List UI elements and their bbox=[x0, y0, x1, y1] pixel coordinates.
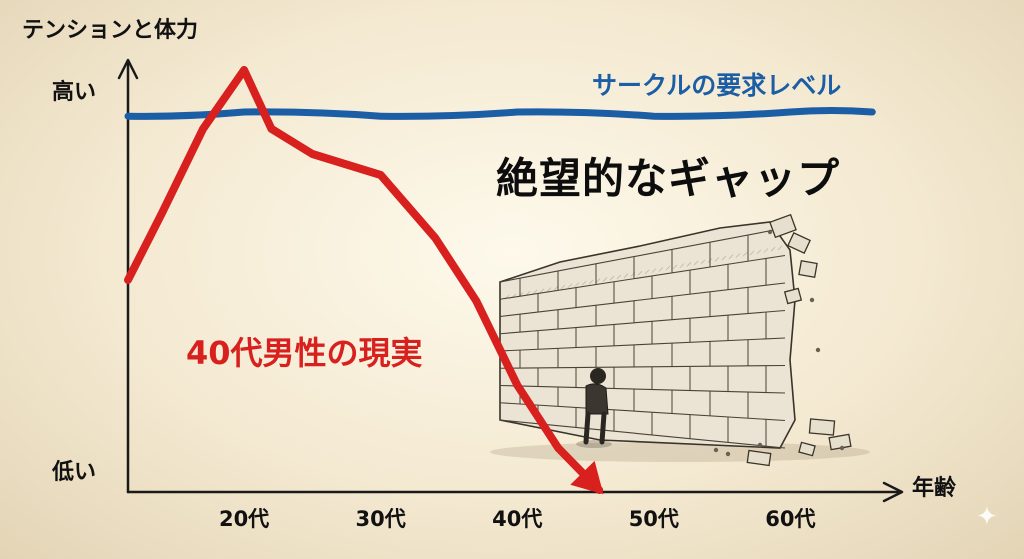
wall-hatch bbox=[651, 268, 657, 273]
wall-hatch bbox=[637, 270, 643, 276]
series-layer bbox=[124, 66, 876, 495]
wall-hatch bbox=[602, 277, 608, 282]
series-label-requirement: サークルの要求レベル bbox=[592, 71, 842, 100]
falling-brick bbox=[783, 287, 803, 305]
man-legs bbox=[583, 411, 607, 445]
series-line-requirement bbox=[124, 107, 876, 120]
sparkle-icon: ✦ bbox=[976, 502, 998, 532]
falling-brick bbox=[798, 441, 816, 457]
wall-hatch bbox=[560, 284, 566, 290]
x-axis-title: 年齢 bbox=[912, 476, 957, 501]
wall-hatch bbox=[644, 269, 650, 275]
y-tick-high: 高い bbox=[52, 80, 97, 105]
wall-mortar-line bbox=[499, 254, 786, 300]
wall-hatch bbox=[553, 285, 559, 291]
wall-hatch bbox=[672, 264, 678, 270]
wall-hatch bbox=[707, 258, 713, 263]
series-label-reality: 40代男性の現実 bbox=[186, 334, 423, 372]
debris-dot bbox=[757, 442, 763, 448]
debris-dot bbox=[713, 447, 719, 453]
wall-mortar-line bbox=[499, 384, 786, 394]
wall-hatch bbox=[742, 251, 748, 257]
wall-hatch bbox=[567, 283, 573, 289]
wall-hatch bbox=[616, 274, 622, 280]
gap-annotation: 絶望的なギャップ bbox=[496, 154, 841, 203]
wall-mortar-line bbox=[499, 227, 786, 283]
man-head bbox=[590, 368, 606, 384]
series-arrowhead-reality bbox=[570, 460, 604, 495]
wall-hatch bbox=[714, 257, 720, 262]
debris-dot bbox=[815, 347, 821, 353]
wall-hatch bbox=[665, 265, 671, 271]
wall-hatch bbox=[630, 272, 636, 277]
wall-hatch bbox=[518, 292, 524, 297]
wall-hatch bbox=[511, 293, 517, 299]
man-shadow bbox=[576, 440, 612, 448]
x-tick-label: 40代 bbox=[492, 507, 543, 531]
wall-hatch bbox=[658, 267, 664, 272]
wall-hatch bbox=[539, 288, 545, 294]
wall-hatch bbox=[504, 294, 510, 300]
wall-mortar-line bbox=[499, 337, 786, 352]
falling-brick bbox=[787, 231, 811, 255]
wall-hatch bbox=[623, 273, 629, 278]
x-axis-arrow bbox=[882, 481, 904, 503]
wall-hatch bbox=[546, 287, 552, 292]
wall-mortar-line bbox=[499, 282, 786, 318]
y-tick-low: 低い bbox=[52, 460, 97, 485]
series-line-reality bbox=[124, 66, 604, 494]
falling-brick bbox=[798, 259, 818, 279]
wall-mortar-line bbox=[499, 364, 786, 369]
wall-hatch bbox=[756, 249, 762, 255]
y-axis-arrow bbox=[117, 58, 139, 80]
falling-brick bbox=[746, 449, 772, 467]
man-body bbox=[585, 383, 609, 415]
wall-hatch bbox=[679, 263, 685, 268]
x-tick-label: 50代 bbox=[628, 507, 679, 531]
sad-man-figure bbox=[576, 368, 612, 448]
falling-brick bbox=[769, 213, 797, 239]
debris-dot bbox=[725, 451, 731, 457]
wall-hatch bbox=[525, 291, 531, 296]
wall-mortar-line bbox=[499, 309, 786, 335]
wall-hatch bbox=[728, 254, 734, 260]
wall-hatch bbox=[686, 262, 692, 267]
x-tick-label: 30代 bbox=[355, 507, 406, 531]
wall-hatch bbox=[721, 255, 727, 261]
wall-hatch bbox=[609, 275, 615, 281]
wall-body bbox=[499, 221, 796, 449]
x-tick-label: 60代 bbox=[765, 507, 816, 531]
wall-hatch bbox=[770, 246, 776, 252]
wall-hatch bbox=[532, 289, 538, 295]
wall-hatch bbox=[777, 245, 783, 251]
debris-dot bbox=[767, 229, 773, 235]
x-tick-label: 20代 bbox=[218, 507, 270, 531]
wall-hatch bbox=[693, 260, 699, 266]
wall-hatch bbox=[581, 280, 587, 286]
falling-brick bbox=[808, 418, 836, 436]
debris-dot bbox=[839, 445, 845, 451]
wall-hatch bbox=[595, 278, 601, 284]
wall-hatch bbox=[763, 248, 769, 253]
wall-hatch bbox=[735, 253, 741, 258]
wall-hatch bbox=[700, 259, 706, 265]
wall-hatch bbox=[574, 282, 580, 287]
wall-hatch bbox=[749, 250, 755, 256]
debris-dot bbox=[809, 297, 815, 303]
y-axis-title: テンションと体力 bbox=[22, 18, 199, 43]
wall-hatch bbox=[588, 279, 594, 285]
wall-mortar-line bbox=[499, 402, 786, 422]
